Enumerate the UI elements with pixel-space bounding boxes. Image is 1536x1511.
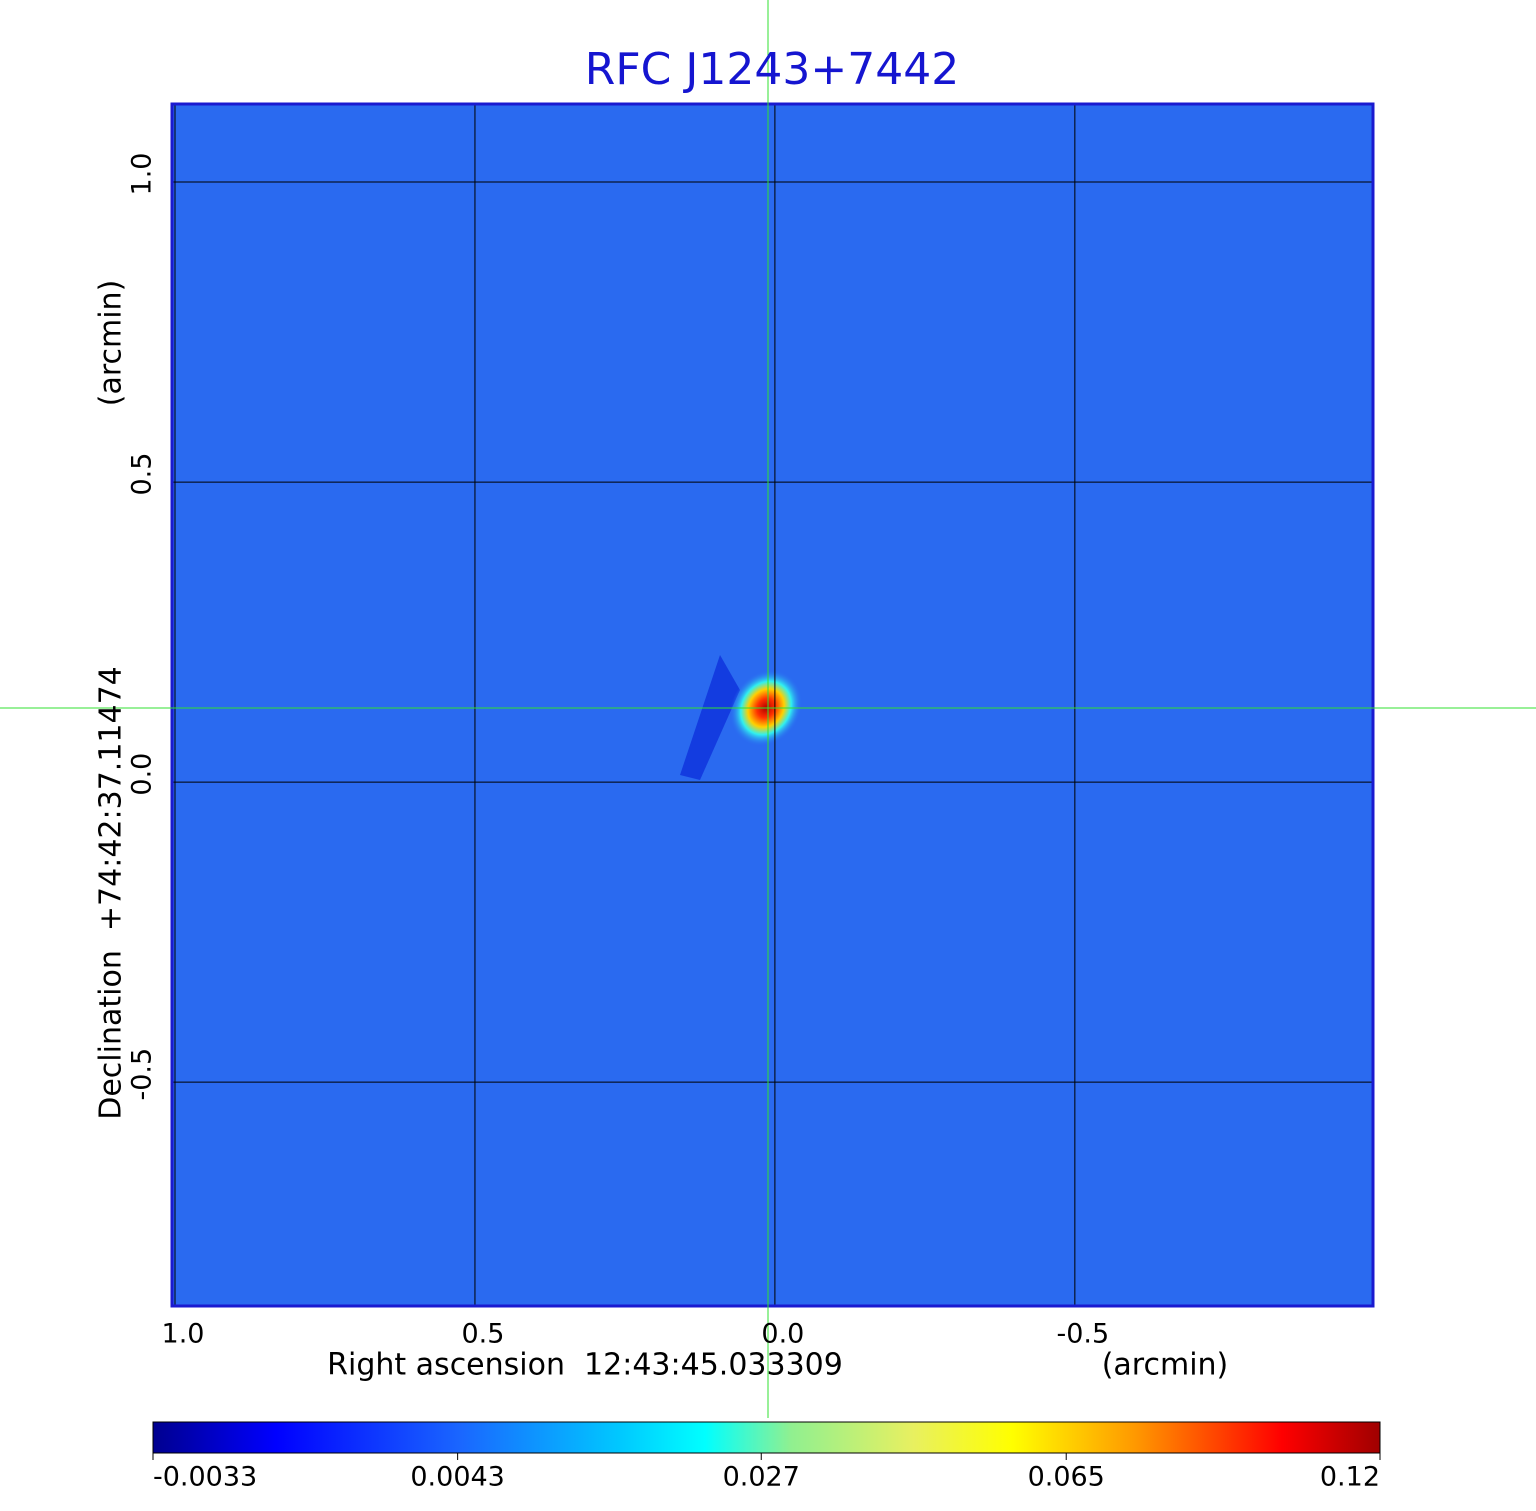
x-tick-label: 1.0 bbox=[162, 1319, 205, 1350]
negative-sidelobe bbox=[680, 655, 740, 780]
x-tick-label: 0.0 bbox=[761, 1319, 804, 1350]
y-axis-unit: (arcmin) bbox=[94, 280, 129, 407]
x-axis-label: Right ascension 12:43:45.033309 bbox=[327, 1348, 843, 1383]
colorbar-tick-label: -0.0033 bbox=[153, 1462, 257, 1493]
x-tick-label: 0.5 bbox=[461, 1319, 504, 1350]
y-tick-label: -0.5 bbox=[127, 1048, 158, 1101]
chart-title: RFC J1243+7442 bbox=[585, 44, 959, 95]
colorbar-tick-label: 0.027 bbox=[723, 1462, 800, 1493]
colorbar-tick-label: 0.12 bbox=[1320, 1462, 1380, 1493]
x-tick-label: -0.5 bbox=[1057, 1319, 1110, 1350]
y-tick-label: 0.5 bbox=[127, 453, 158, 496]
plot-area bbox=[172, 104, 1373, 1306]
colorbar-tick-label: 0.065 bbox=[1028, 1462, 1105, 1493]
y-tick-label: 0.0 bbox=[127, 753, 158, 796]
plot-frame bbox=[170, 102, 1375, 1308]
y-tick-label: 1.0 bbox=[127, 153, 158, 196]
colorbar bbox=[152, 1421, 1381, 1454]
colorbar-tick-label: 0.0043 bbox=[410, 1462, 504, 1493]
y-axis-label: Declination +74:42:37.11474 bbox=[94, 666, 129, 1120]
x-axis-unit: (arcmin) bbox=[1102, 1348, 1229, 1383]
